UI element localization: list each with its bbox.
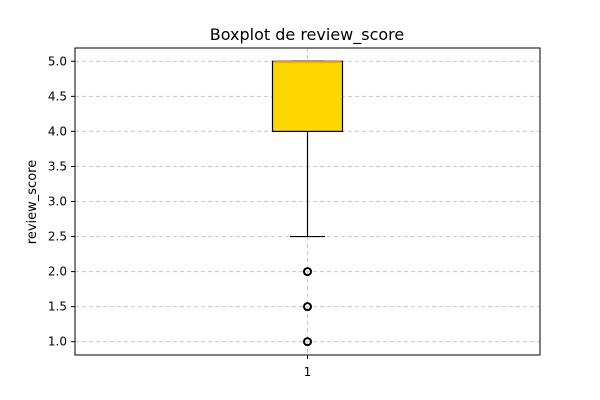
y-tick-label: 4.0 [48, 124, 67, 138]
y-axis-label: review_score [25, 160, 40, 244]
y-tick-label: 2.5 [48, 230, 67, 244]
y-tick-label: 5.0 [48, 54, 67, 68]
y-tick-label: 1.0 [48, 335, 67, 349]
x-tick-label: 1 [304, 365, 312, 379]
y-tick-label: 4.5 [48, 89, 67, 103]
outlier-point [303, 337, 312, 347]
y-tick-label: 1.5 [48, 300, 67, 314]
box-group [271, 60, 344, 347]
axis-ticks: 1.0 1.5 2.0 2.5 3.0 3.5 4.0 4.5 5.0 1 [48, 54, 311, 379]
y-tick-label: 3.5 [48, 159, 67, 173]
outlier-point [303, 267, 312, 277]
y-tick-label: 3.0 [48, 195, 67, 209]
chart-title: Boxplot de review_score [210, 25, 404, 45]
y-tick-label: 2.0 [48, 265, 67, 279]
outlier-point [303, 302, 312, 312]
iqr-box [271, 60, 344, 133]
